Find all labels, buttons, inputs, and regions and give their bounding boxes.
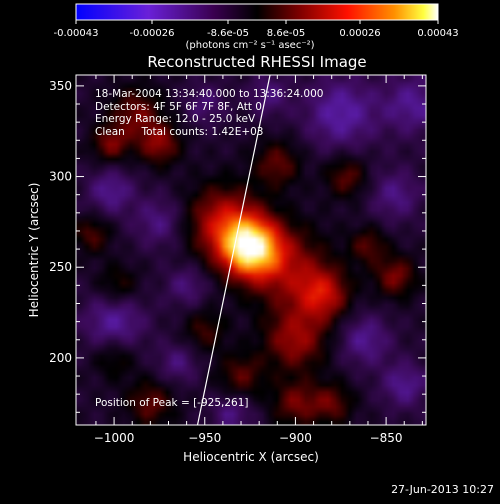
timestamp: 27-Jun-2013 10:27 (391, 483, 494, 496)
x-tick-label: −1000 (94, 431, 135, 445)
y-tick-label: 300 (49, 170, 72, 184)
colorbar-ticks: -0.00043 -0.00026 -8.6e-05 8.6e-05 0.00026 0.… (54, 20, 459, 39)
colorbar-tick-label: -0.00043 (54, 28, 99, 39)
peak-position-label: Position of Peak = [-925,261] (95, 397, 249, 409)
colorbar-tick-label: -0.00026 (130, 28, 175, 39)
x-tick-label: −850 (370, 431, 403, 445)
x-tick-label: −950 (188, 431, 221, 445)
info-line-counts: Clean Total counts: 1.42E+03 (95, 125, 264, 138)
colorbar-tick-label: 0.00043 (417, 28, 458, 39)
colorbar-units: (photons cm⁻² s⁻¹ asec⁻²) (185, 40, 315, 51)
colorbar-tick-label: 0.00026 (339, 28, 380, 39)
x-axis-label: Heliocentric X (arcsec) (183, 450, 319, 464)
colorbar (75, 3, 439, 21)
colorbar-tick-label: 8.6e-05 (267, 28, 305, 39)
x-tick-label: −900 (279, 431, 312, 445)
info-line-time: 18-Mar-2004 13:34:40.000 to 13:36:24.000 (95, 88, 324, 100)
y-tick-label: 250 (49, 260, 72, 274)
info-line-energy: Energy Range: 12.0 - 25.0 keV (95, 113, 256, 125)
y-tick-label: 350 (49, 79, 72, 93)
chart-title: Reconstructed RHESSI Image (147, 53, 366, 71)
colorbar-tick-label: -8.6e-05 (207, 28, 249, 39)
axes: −1000 −950 −900 −850 200 250 300 350 (49, 75, 426, 445)
y-axis-label: Heliocentric Y (arcsec) (27, 183, 41, 318)
plot-frame (75, 74, 427, 426)
info-line-detectors: Detectors: 4F 5F 6F 7F 8F, Att 0 (95, 100, 262, 113)
limb-line (196, 74, 271, 426)
heatmap-image (76, 75, 426, 425)
observation-info: 18-Mar-2004 13:34:40.000 to 13:36:24.000… (95, 88, 323, 138)
y-tick-label: 200 (49, 351, 72, 365)
